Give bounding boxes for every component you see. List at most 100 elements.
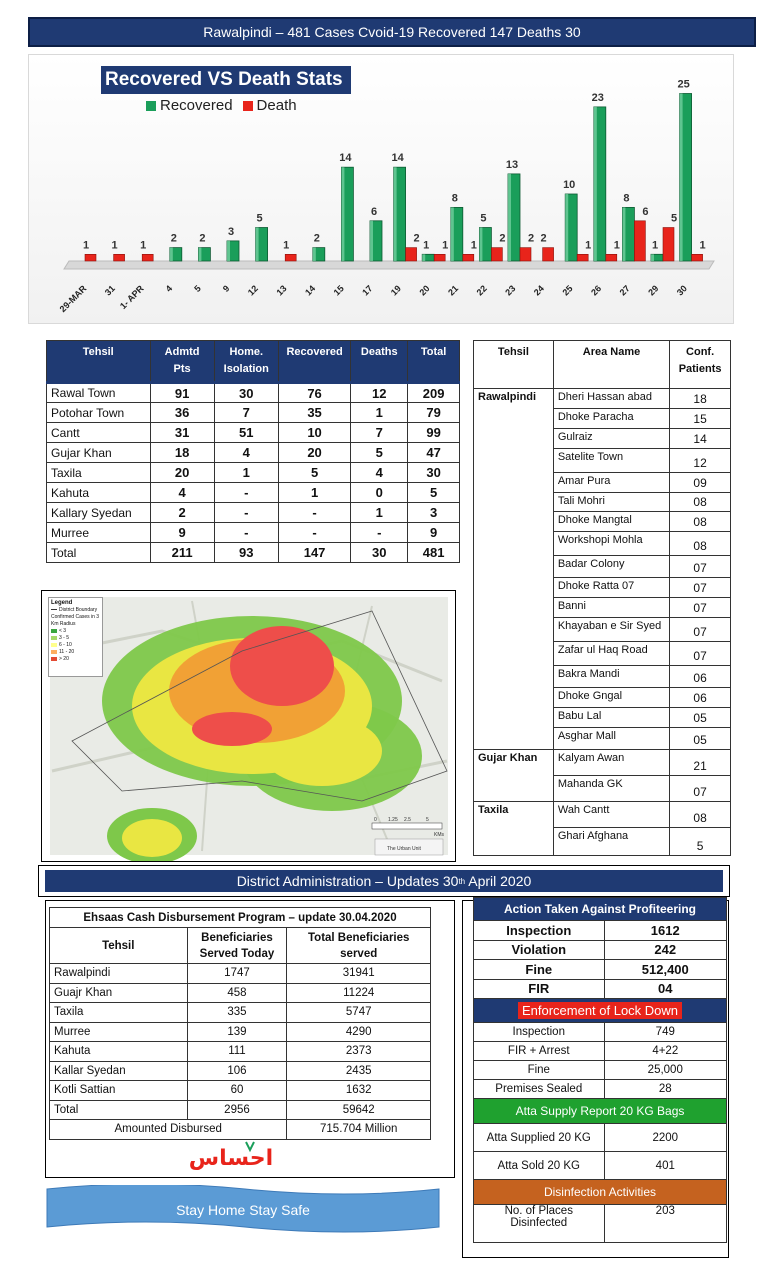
table-row: Rawal Town 91 30 76 12 209 [46, 381, 460, 403]
value-cell: 12 [350, 381, 409, 403]
value-cell: 76 [277, 381, 352, 403]
x-tick-label: 14 [303, 283, 317, 297]
area-name-cell: Tali Mohri [552, 492, 671, 512]
table-row: FIR 04 [473, 978, 728, 999]
value-cell: 5 [277, 462, 352, 483]
patients-cell: 07 [669, 617, 731, 642]
column-header: Tehsil [473, 340, 554, 389]
value-cell: 106 [186, 1060, 288, 1081]
metric-label: No. of Places Disinfected [473, 1204, 605, 1243]
tehsil-name-cell: Total [49, 1099, 188, 1120]
map-legend-title: Legend [51, 600, 73, 606]
value-cell: 20 [149, 462, 215, 483]
x-tick-label: 1- APR [118, 283, 146, 311]
value-cell: 1 [350, 402, 409, 423]
x-tick-label: 13 [274, 283, 288, 297]
x-tick-label: 21 [446, 283, 460, 297]
metric-label: Inspection [473, 920, 605, 941]
tehsil-group-cell: Taxila [473, 801, 554, 856]
data-label-death: 2 [499, 233, 505, 245]
bar-death [491, 247, 503, 262]
data-label-death: 2 [528, 233, 534, 245]
data-label-recovered: 5 [480, 213, 486, 225]
area-name-cell: Dhoke Mangtal [552, 511, 671, 532]
data-label-recovered: 8 [623, 192, 629, 204]
amount-row: Amounted Disbursed 715.704 Million [48, 1119, 431, 1140]
patients-cell: 05 [669, 707, 731, 728]
data-label-death: 2 [541, 233, 547, 245]
bar-death [462, 254, 475, 262]
value-cell: 2 [149, 502, 215, 523]
metric-value: 28 [603, 1079, 728, 1099]
x-tick-label: 29-MAR [58, 283, 89, 314]
x-tick-label: 29 [646, 283, 660, 297]
value-cell: 93 [213, 542, 279, 563]
map-legend: Legend District Boundary Confirmed Cases… [48, 597, 103, 677]
value-cell: 5747 [286, 1002, 431, 1023]
value-cell: 5 [350, 442, 409, 463]
tehsil-name-cell: Rawal Town [46, 381, 151, 403]
x-tick-label: 30 [675, 283, 689, 297]
patients-cell: 05 [669, 727, 731, 750]
metric-label: Fine [473, 1060, 605, 1080]
data-label-death: 1 [283, 239, 289, 251]
data-label-death: 1 [140, 239, 146, 251]
ehsaas-table: Ehsaas Cash Disbursement Program – updat… [48, 907, 431, 1140]
table-row: Satelite Town 12 [474, 448, 731, 473]
map-legend-boundary: District Boundary [51, 607, 100, 614]
patients-cell: 08 [669, 511, 731, 532]
value-cell: 1 [213, 462, 279, 483]
area-name-cell: Dhoke Ratta 07 [552, 577, 671, 598]
map-credit: The Urban Unit [387, 846, 422, 852]
data-label-death: 1 [585, 239, 591, 251]
amount-label: Amounted Disbursed [48, 1119, 288, 1140]
area-name-cell: Kalyam Awan [552, 749, 671, 776]
table-row: Taxila Wah Cantt 08 [473, 801, 731, 856]
patients-cell: 08 [669, 492, 731, 512]
column-header: Area Name [552, 340, 671, 389]
table-row: Taxila 335 5747 [49, 1002, 431, 1023]
value-cell: 47 [407, 442, 460, 463]
value-cell: - [213, 522, 279, 543]
data-label-death: 6 [642, 206, 648, 218]
value-cell: 1 [277, 482, 352, 503]
value-cell: 1 [350, 502, 409, 523]
value-cell: 1747 [186, 963, 288, 984]
bar-death [113, 254, 125, 262]
legend-swatch-recovered [146, 100, 156, 111]
table-row: Cantt 31 51 10 7 99 [46, 422, 460, 443]
column-header: Beneficiaries Served Today [186, 927, 288, 964]
table-row: Gujar Khan Kalyam Awan 21 [473, 749, 731, 802]
metric-label: Inspection [473, 1022, 605, 1042]
x-tick-label: 31 [103, 283, 117, 297]
metric-label: Atta Supplied 20 KG [473, 1123, 605, 1152]
value-cell: 2435 [286, 1060, 431, 1081]
tehsil-name-cell: Cantt [46, 422, 151, 443]
x-tick-label: 9 [221, 283, 232, 294]
map-legend-item: 6 - 10 [51, 642, 100, 649]
column-header: Admtd Pts [149, 340, 215, 383]
tehsil-name-cell: Kotli Sattian [49, 1080, 188, 1101]
amount-value: 715.704 Million [286, 1119, 431, 1140]
area-name-cell: Dhoke Gngal [552, 687, 671, 708]
map-legend-item: > 20 [51, 656, 100, 663]
area-name-cell: Asghar Mall [552, 727, 671, 750]
value-cell: 36 [149, 402, 215, 423]
patients-cell: 07 [669, 597, 731, 618]
value-cell: - [277, 522, 352, 543]
value-cell: - [277, 502, 352, 523]
area-name-cell: Wah Cantt [552, 801, 671, 828]
x-tick-label: 22 [475, 283, 489, 297]
ehsaas-title: Ehsaas Cash Disbursement Program – updat… [49, 907, 431, 928]
legend-swatch-death [242, 100, 253, 111]
column-header: Total Beneficiaries served [286, 927, 431, 964]
data-label-recovered: 25 [677, 79, 689, 91]
map-legend-item: 3 - 5 [51, 635, 100, 642]
area-name-cell: Workshopi Mohla [552, 531, 671, 556]
patients-cell: 14 [669, 428, 731, 449]
tehsil-name-cell: Murree [49, 1021, 188, 1042]
tehsil-name-cell: Rawalpindi [49, 963, 188, 984]
table-row: No. of Places Disinfected 203 [473, 1204, 728, 1243]
value-cell: 9 [407, 522, 460, 543]
column-header: Recovered [277, 340, 352, 383]
